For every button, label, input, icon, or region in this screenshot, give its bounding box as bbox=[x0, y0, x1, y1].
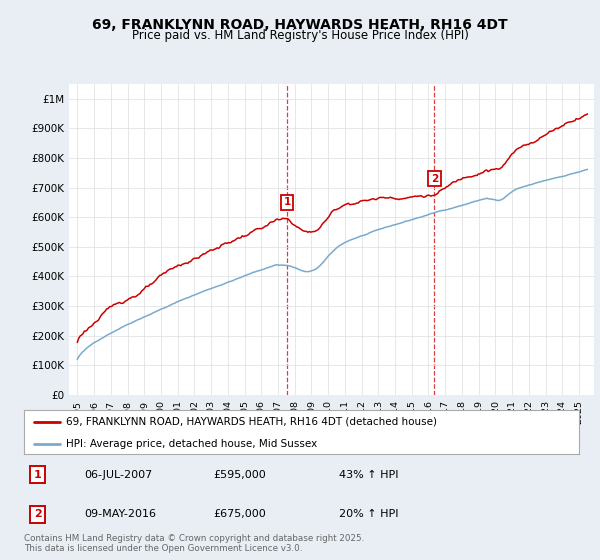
Text: 2: 2 bbox=[34, 509, 41, 519]
Text: 43% ↑ HPI: 43% ↑ HPI bbox=[339, 470, 398, 480]
Text: £595,000: £595,000 bbox=[213, 470, 266, 480]
Text: 20% ↑ HPI: 20% ↑ HPI bbox=[339, 509, 398, 519]
Text: 1: 1 bbox=[34, 470, 41, 480]
Text: 69, FRANKLYNN ROAD, HAYWARDS HEATH, RH16 4DT (detached house): 69, FRANKLYNN ROAD, HAYWARDS HEATH, RH16… bbox=[65, 417, 437, 427]
Text: 2: 2 bbox=[431, 174, 438, 184]
Text: Price paid vs. HM Land Registry's House Price Index (HPI): Price paid vs. HM Land Registry's House … bbox=[131, 29, 469, 42]
Text: 1: 1 bbox=[283, 198, 290, 207]
Text: HPI: Average price, detached house, Mid Sussex: HPI: Average price, detached house, Mid … bbox=[65, 439, 317, 449]
Text: 06-JUL-2007: 06-JUL-2007 bbox=[84, 470, 152, 480]
Text: 69, FRANKLYNN ROAD, HAYWARDS HEATH, RH16 4DT: 69, FRANKLYNN ROAD, HAYWARDS HEATH, RH16… bbox=[92, 18, 508, 32]
Text: £675,000: £675,000 bbox=[213, 509, 266, 519]
Text: Contains HM Land Registry data © Crown copyright and database right 2025.
This d: Contains HM Land Registry data © Crown c… bbox=[24, 534, 364, 553]
Text: 09-MAY-2016: 09-MAY-2016 bbox=[84, 509, 156, 519]
